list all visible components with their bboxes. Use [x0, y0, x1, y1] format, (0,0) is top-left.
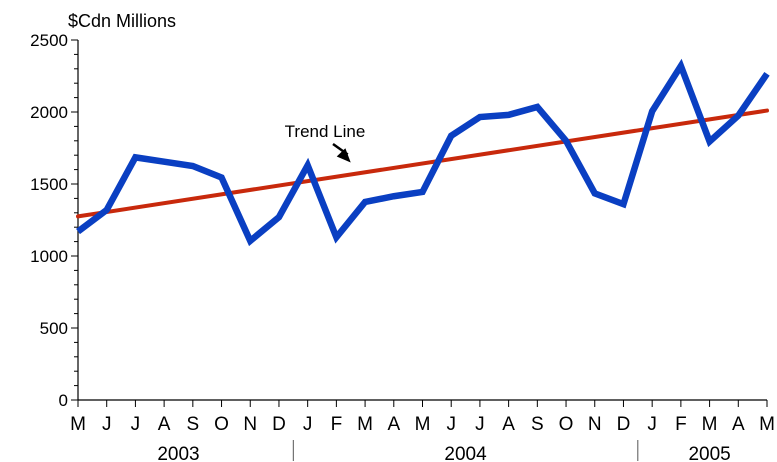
x-tick-label: O [559, 414, 574, 435]
x-tick-label: A [158, 414, 171, 435]
y-tick-label: 1000 [30, 247, 68, 266]
x-tick-label: J [102, 414, 112, 435]
x-tick-label: S [531, 414, 544, 435]
trend-line-annotation-label: Trend Line [285, 122, 366, 141]
x-tick-label: M [702, 414, 718, 435]
x-tick-label: A [732, 414, 745, 435]
x-tick-label: M [357, 414, 373, 435]
series-trend-line [76, 108, 769, 219]
x-tick-label: N [243, 414, 257, 435]
year-label: 2005 [688, 444, 730, 462]
year-label: 2003 [157, 444, 199, 462]
y-tick-label: 500 [40, 319, 68, 338]
x-tick-label: O [214, 414, 229, 435]
annotation-arrow-head [336, 148, 351, 163]
y-tick-label: 0 [59, 391, 68, 410]
x-tick-label: J [475, 414, 485, 435]
y-tick-label: 2000 [30, 103, 68, 122]
x-tick-label: M [415, 414, 431, 435]
y-axis: 0 500 1000 1500 2000 2500 [30, 31, 79, 410]
x-tick-label: F [675, 414, 687, 435]
y-tick-label: 2500 [30, 31, 68, 50]
x-tick-label: J [131, 414, 141, 435]
x-tick-label: A [387, 414, 400, 435]
x-tick-label: J [647, 414, 657, 435]
series-main-line [76, 58, 770, 247]
x-tick-label: S [186, 414, 199, 435]
y-axis-title: $Cdn Millions [68, 11, 176, 31]
x-tick-label: J [303, 414, 313, 435]
x-tick-label: M [759, 414, 775, 435]
annotation: Trend Line [285, 122, 366, 163]
x-tick-label: M [70, 414, 86, 435]
x-tick-label: F [331, 414, 343, 435]
year-label: 2004 [444, 444, 487, 462]
x-tick-label: D [272, 414, 286, 435]
x-tick-label: D [617, 414, 631, 435]
x-tick-label: J [446, 414, 456, 435]
y-tick-label: 1500 [30, 175, 68, 194]
x-tick-label: A [502, 414, 515, 435]
x-tick-label: N [588, 414, 602, 435]
series-layer [76, 58, 770, 247]
